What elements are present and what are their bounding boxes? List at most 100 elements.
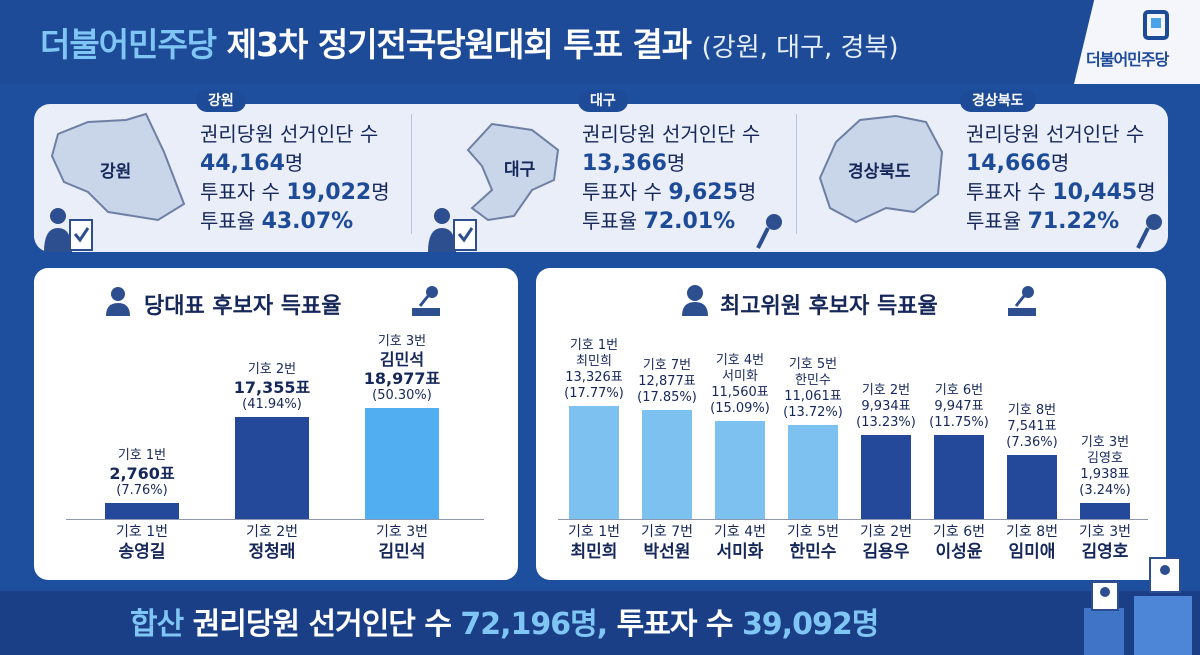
region-divider: [411, 114, 412, 234]
bar: [365, 408, 439, 519]
label-line: 13,326표: [565, 370, 623, 385]
label-line: 11,560표: [711, 385, 769, 400]
bar-value-label: 기호 1번 최민희 13,326표 (17.77%): [558, 338, 630, 402]
label-line: (7.36%): [1006, 435, 1058, 450]
daegu-electors-label: 권리당원 선거인단 수: [582, 122, 761, 146]
label-line: 17,355표: [233, 378, 311, 397]
title-party: 더불어민주당: [40, 25, 217, 64]
label-line: 9,934표: [861, 399, 911, 414]
region-pill-daegu: 대구: [578, 90, 628, 112]
bar-value-label: 기호 5번 한민수 11,061표 (13.72%): [777, 357, 849, 421]
bar: [235, 417, 309, 519]
title-regions: (강원, 대구, 경북): [701, 33, 899, 63]
label-line: (50.30%): [372, 388, 432, 403]
candidate-name: 김용우: [862, 542, 910, 562]
gangwon-map-icon: [50, 112, 186, 222]
ballot-box-icon: [1084, 557, 1192, 655]
candidate-name: 송영길: [118, 542, 166, 562]
region-stats-panel: [34, 104, 1168, 252]
label-line: (41.94%): [242, 397, 302, 412]
candidate-number: 기호 3번: [1079, 524, 1131, 540]
bar-value-label: 기호 3번 김영호 1,938표 (3.24%): [1069, 435, 1141, 499]
candidate-number: 기호 6번: [933, 524, 985, 540]
gangwon-voters: 19,022: [286, 180, 372, 205]
microphone-icon: [756, 214, 782, 249]
daegu-map-icon: [466, 122, 560, 222]
candidate-name: 박선원: [643, 542, 691, 562]
person-icon: [106, 287, 130, 316]
footer-banner: [0, 591, 1200, 655]
label-line: 최민희: [576, 354, 612, 369]
x-category-label: 기호 2번 김용우: [850, 523, 922, 563]
candidate-name: 김영호: [1081, 542, 1129, 562]
bar: [1007, 455, 1057, 519]
candidate-name: 이성윤: [935, 542, 983, 562]
daegu-map-label: 대구: [504, 160, 536, 180]
bar-value-label: 기호 8번 7,541표 (7.36%): [996, 403, 1068, 451]
bar: [1080, 503, 1130, 519]
candidate-name: 정청래: [248, 542, 296, 562]
candidate-name: 김민석: [378, 542, 426, 562]
bar-value-label: 기호 7번 12,877표 (17.85%): [631, 358, 703, 406]
footer-electors: 72,196명,: [460, 607, 608, 642]
label-line: 9,947표: [934, 399, 984, 414]
footer-voters: 39,092명: [741, 607, 879, 642]
party-logo-icon: [1143, 10, 1169, 40]
candidate-name: 서미화: [716, 542, 764, 562]
podium-microphone-icon: [1008, 286, 1036, 316]
voter-ballot-icon: [428, 208, 477, 252]
label-line: 11,061표: [784, 389, 842, 404]
bar-value-label: 기호 4번 서미화 11,560표 (15.09%): [704, 353, 776, 417]
region-divider: [796, 114, 797, 234]
leader-chart-title: 당대표 후보자 득표율: [144, 294, 342, 319]
voter-ballot-icon: [44, 208, 93, 252]
label-line: 기호 3번: [1080, 435, 1130, 450]
x-category-label: 기호 2번 정청래: [212, 523, 332, 563]
label-line: 기호 6번: [934, 383, 984, 398]
label-line: 기호 2번: [861, 383, 911, 398]
candidate-number: 기호 1번: [568, 524, 620, 540]
label-line: (13.72%): [783, 405, 843, 420]
gyeongbuk-rate: 71.22%: [1027, 209, 1120, 234]
label-line: 기호 5번: [788, 357, 838, 372]
label-line: 2,760표: [109, 464, 175, 483]
label-line: (17.77%): [564, 386, 624, 401]
gyeongbuk-stats: 권리당원 선거인단 수 14,666명 투표자 수 10,445명 투표율 71…: [966, 122, 1156, 234]
label-line: 서미화: [722, 369, 758, 384]
bar: [642, 410, 692, 519]
daegu-stats: 권리당원 선거인단 수 13,366명 투표자 수 9,625명 투표율 72.…: [582, 122, 761, 234]
region-pill-gyeongbuk: 경상북도: [960, 90, 1036, 112]
label-line: 기호 1번: [569, 338, 619, 353]
x-category-label: 기호 8번 임미애: [996, 523, 1068, 563]
candidate-number: 기호 7번: [641, 524, 693, 540]
candidate-name: 임미애: [1008, 542, 1056, 562]
label-line: 기호 8번: [1007, 403, 1057, 418]
bar-value-label: 기호 1번 2,760표 (7.76%): [82, 448, 202, 499]
council-chart-panel: [536, 268, 1166, 580]
page-title: 더불어민주당 제3차 정기전국당원대회 투표 결과 (강원, 대구, 경북): [40, 18, 899, 66]
gyeongbuk-electors-label: 권리당원 선거인단 수: [966, 122, 1145, 146]
label-line: 12,877표: [638, 374, 696, 389]
header-banner: [0, 0, 1200, 84]
microphone-icon: [1136, 214, 1162, 249]
gangwon-electors-label: 권리당원 선거인단 수: [200, 122, 379, 146]
candidate-number: 기호 1번: [116, 524, 168, 540]
bar-value-label: 기호 2번 17,355표 (41.94%): [212, 362, 332, 413]
label-line: 기호 3번: [377, 334, 427, 349]
x-axis-line: [558, 519, 1148, 520]
footer-label: 합산: [130, 607, 184, 642]
candidate-name: 한민수: [789, 542, 837, 562]
label-line: (15.09%): [710, 401, 770, 416]
label-line: 김영호: [1087, 451, 1123, 466]
bar: [715, 421, 765, 519]
gangwon-rate: 43.07%: [261, 209, 354, 234]
person-icon: [682, 285, 708, 316]
bar-value-label: 기호 3번 김민석 18,977표 (50.30%): [342, 334, 462, 404]
label-line: 기호 2번: [247, 362, 297, 377]
bar: [105, 503, 179, 519]
label-line: (7.76%): [116, 483, 168, 498]
daegu-electors: 13,366: [582, 151, 667, 176]
